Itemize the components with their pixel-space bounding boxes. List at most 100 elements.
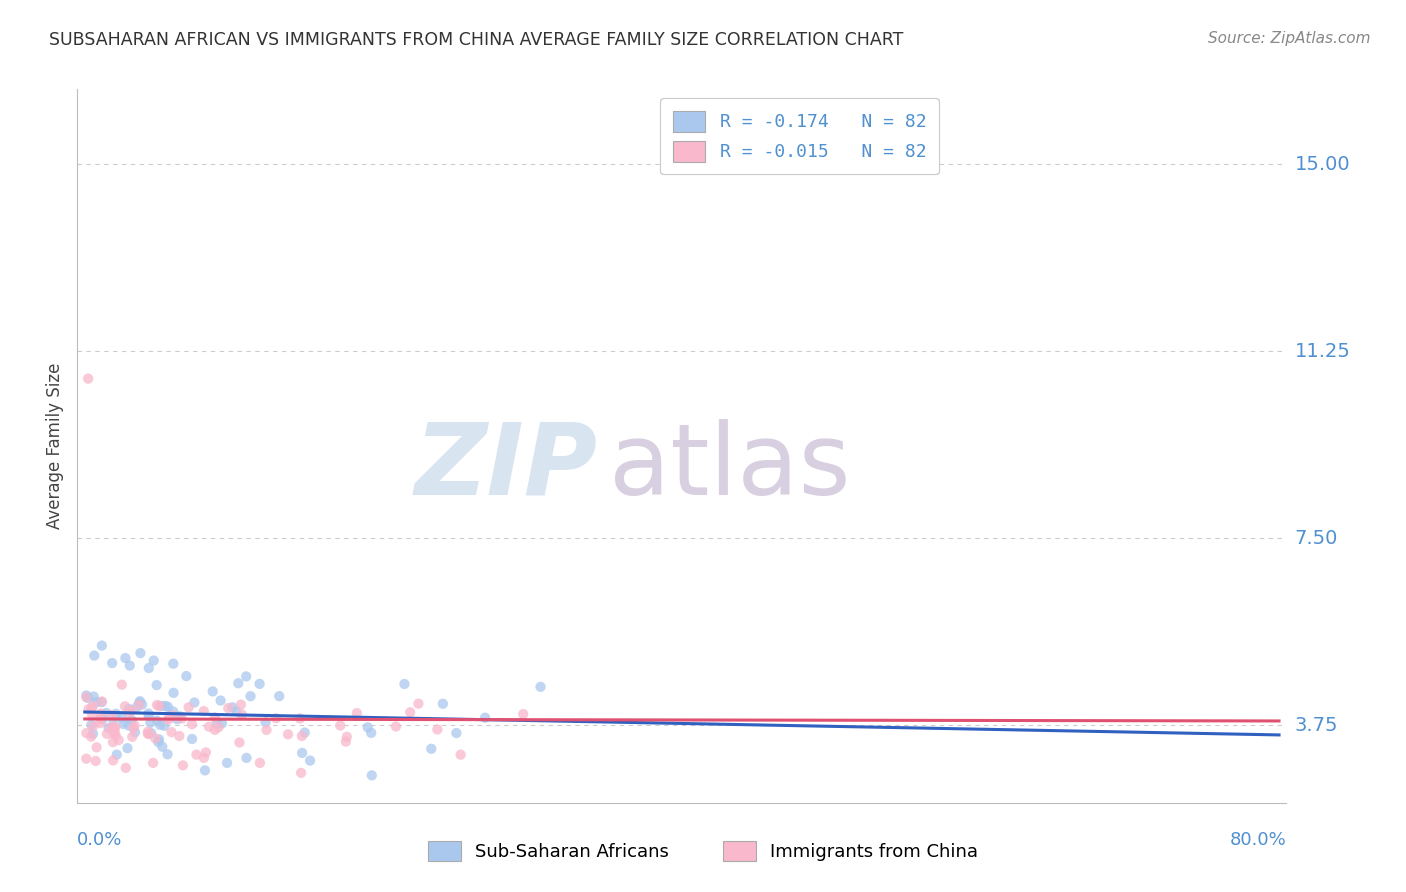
Point [329,718,352,732]
Point [169,709,191,723]
Point [150,739,173,754]
Point [149,718,172,732]
Text: atlas: atlas [609,419,851,516]
Point [103,713,125,727]
Point [80,718,103,732]
Point [193,751,215,765]
Point [121,730,143,744]
Point [105,706,128,721]
Text: Source: ZipAtlas.com: Source: ZipAtlas.com [1208,31,1371,46]
Point [474,711,496,725]
Text: ZIP: ZIP [415,419,598,516]
Point [215,756,238,770]
Point [420,741,443,756]
Point [125,700,148,714]
Point [100,721,122,735]
Point [75,689,97,703]
Point [204,710,226,724]
Point [143,731,166,746]
Point [114,761,136,775]
Point [75,752,97,766]
Point [90,706,112,721]
Point [83,648,105,663]
Point [450,747,472,762]
Point [529,680,551,694]
Point [90,639,112,653]
Point [193,704,215,718]
Point [269,689,291,703]
Point [432,697,454,711]
Point [80,700,103,714]
Point [107,733,129,747]
Point [211,716,233,731]
Point [194,746,217,760]
Point [162,686,184,700]
Point [138,727,160,741]
Point [169,729,191,743]
Point [118,718,141,732]
Text: 80.0%: 80.0% [1230,831,1286,849]
Point [96,727,118,741]
Point [156,747,179,762]
Point [96,706,118,720]
Point [156,699,179,714]
Point [288,711,311,725]
Point [118,658,141,673]
Point [128,698,150,712]
Point [181,731,204,746]
Point [142,654,165,668]
Point [77,371,100,385]
Point [118,706,141,720]
Point [91,694,114,708]
Point [426,723,449,737]
Point [162,705,184,719]
Legend: R = -0.174   N = 82, R = -0.015   N = 82: R = -0.174 N = 82, R = -0.015 N = 82 [659,98,939,174]
Point [291,729,314,743]
Point [512,707,534,722]
Point [399,705,422,719]
Point [136,724,159,739]
Point [103,719,125,733]
Point [249,677,271,691]
Point [82,707,104,722]
Point [138,661,160,675]
Point [336,730,359,744]
Point [148,699,170,714]
Point [77,702,100,716]
Point [155,698,177,713]
Point [117,741,139,756]
Point [357,720,380,734]
Point [121,713,143,727]
Point [385,719,408,733]
Point [82,727,104,741]
Point [235,751,257,765]
Point [101,723,124,737]
Point [146,698,169,712]
Text: 3.75: 3.75 [1295,716,1339,735]
Point [120,704,142,718]
Point [148,732,170,747]
Point [118,702,141,716]
Point [114,699,136,714]
Point [446,726,468,740]
Point [166,712,188,726]
Point [228,735,250,749]
Point [198,720,221,734]
Point [229,698,252,712]
Point [76,691,98,706]
Point [209,693,232,707]
Point [84,754,107,768]
Point [153,719,176,733]
Point [204,723,226,737]
Point [254,715,277,730]
Text: SUBSAHARAN AFRICAN VS IMMIGRANTS FROM CHINA AVERAGE FAMILY SIZE CORRELATION CHAR: SUBSAHARAN AFRICAN VS IMMIGRANTS FROM CH… [49,31,904,49]
Point [104,721,127,735]
Point [139,715,162,730]
Point [201,684,224,698]
Point [101,735,124,749]
Point [138,708,160,723]
Point [159,711,181,725]
Point [235,669,257,683]
Point [86,695,108,709]
Point [146,714,169,728]
